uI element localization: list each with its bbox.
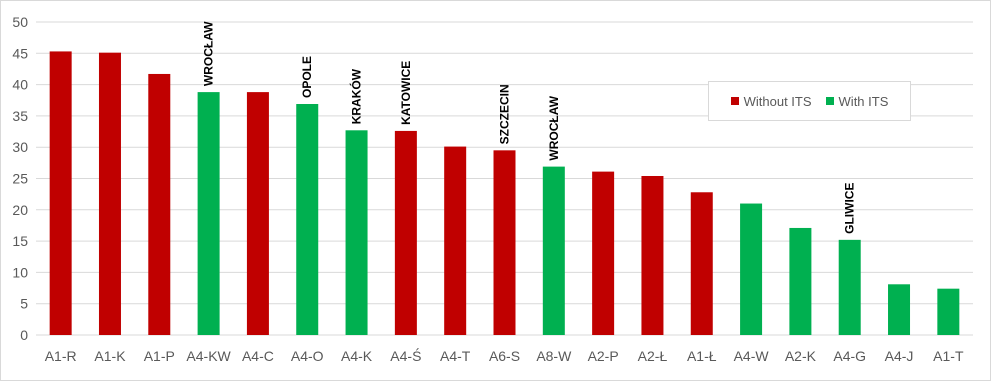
bar-A4-C (246, 92, 269, 335)
bar-label-A4-O: OPOLE (300, 56, 314, 98)
legend-label-without-its: Without ITS (743, 93, 812, 109)
y-tick-label-25: 25 (12, 171, 28, 187)
x-tick-label-A1-P: A1-P (144, 348, 175, 364)
bar-label-A4-K: KRAKÓW (349, 68, 364, 124)
x-tick-label-A4-T: A4-T (440, 348, 471, 364)
y-tick-label-0: 0 (20, 327, 28, 343)
bar-A4-W (740, 203, 763, 335)
y-tick-label-40: 40 (12, 77, 28, 93)
bar-A1-K (98, 52, 121, 335)
x-tick-label-A4-Ś: A4-Ś (390, 347, 421, 364)
y-tick-label-20: 20 (12, 202, 28, 218)
y-tick-label-35: 35 (12, 108, 28, 124)
bar-label-A6-S: SZCZECIN (498, 84, 512, 144)
bar-A1-T (937, 288, 960, 335)
x-tick-label-A4-C: A4-C (242, 348, 274, 364)
x-tick-label-A4-W: A4-W (734, 348, 770, 364)
bar-A4-O (296, 104, 319, 335)
bar-A1-R (49, 51, 72, 336)
y-tick-label-15: 15 (12, 233, 28, 249)
bar-A4-KW (197, 92, 220, 335)
bar-label-A8-W: WROCŁAW (547, 95, 561, 160)
bar-A6-S (493, 150, 516, 335)
x-tick-label-A4-O: A4-O (291, 348, 324, 364)
x-tick-label-A4-J: A4-J (885, 348, 914, 364)
legend-swatch-with-its (825, 97, 834, 105)
x-tick-label-A6-S: A6-S (489, 348, 520, 364)
x-tick-label-A2-P: A2-P (588, 348, 619, 364)
y-tick-label-5: 5 (20, 296, 28, 312)
legend-item-without-its: Without ITS (730, 93, 812, 109)
bar-A4-G (838, 239, 861, 335)
x-tick-label-A2-Ł: A2-Ł (638, 348, 668, 364)
bar-A4-T (444, 146, 467, 335)
bar-A1-Ł (690, 192, 713, 335)
y-tick-label-50: 50 (12, 14, 28, 30)
bar-A2-P (592, 171, 615, 335)
legend: Without ITS With ITS (708, 81, 911, 121)
x-tick-label-A1-T: A1-T (933, 348, 964, 364)
bar-A2-Ł (641, 175, 664, 335)
bar-A8-W (542, 166, 565, 335)
bar-label-A4-Ś: KATOWICE (399, 61, 413, 125)
x-tick-label-A2-K: A2-K (785, 348, 817, 364)
bar-A4-Ś (394, 130, 417, 335)
bar-A2-K (789, 227, 812, 335)
x-tick-label-A4-K: A4-K (341, 348, 373, 364)
x-tick-label-A1-Ł: A1-Ł (687, 348, 717, 364)
bar-label-A4-KW: WROCŁAW (202, 21, 216, 86)
legend-item-with-its: With ITS (825, 93, 889, 109)
bar-A4-K (345, 130, 368, 335)
bar-A4-J (888, 284, 911, 335)
x-tick-label-A4-G: A4-G (833, 348, 866, 364)
bar-label-A4-G: GLIWICE (843, 183, 857, 234)
y-tick-label-10: 10 (12, 264, 28, 280)
bar-A1-P (148, 73, 171, 335)
x-tick-label-A8-W: A8-W (536, 348, 572, 364)
x-tick-label-A1-K: A1-K (94, 348, 126, 364)
x-tick-label-A1-R: A1-R (45, 348, 77, 364)
y-tick-label-45: 45 (12, 45, 28, 61)
y-tick-label-30: 30 (12, 139, 28, 155)
legend-swatch-without-its (730, 97, 739, 105)
legend-label-with-its: With ITS (838, 93, 889, 109)
x-tick-label-A4-KW: A4-KW (186, 348, 231, 364)
